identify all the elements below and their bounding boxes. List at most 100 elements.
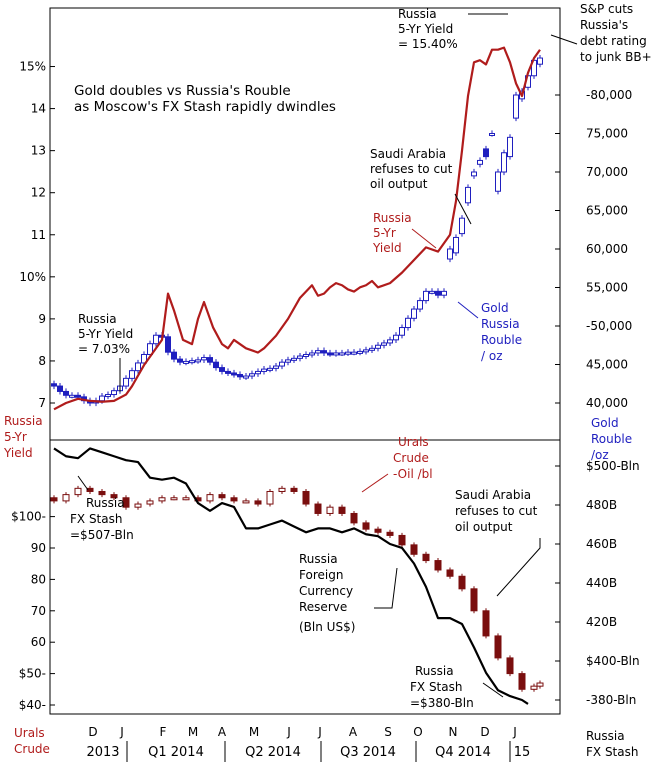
gold-candle-body bbox=[291, 357, 297, 361]
urals-candle-body bbox=[434, 560, 442, 571]
x-period-label: Q2 2014 bbox=[245, 745, 301, 760]
gold-candle-body bbox=[459, 217, 465, 235]
gold-candle-body bbox=[255, 370, 261, 375]
x-month-label: A bbox=[218, 725, 227, 739]
urals-candle-body bbox=[182, 497, 190, 501]
urals-candle-body bbox=[494, 635, 502, 659]
left-axis-label-top-1: Russia bbox=[4, 414, 43, 428]
bottom-left-tick-label: 70 bbox=[31, 604, 46, 618]
gold-candle-body bbox=[321, 350, 327, 354]
annotation-saudi-bottom-line-2: refuses to cut bbox=[455, 504, 538, 518]
annotation-yield-15-line-3: = 15.40% bbox=[398, 37, 458, 51]
gold-candle-body bbox=[171, 351, 177, 360]
annotation-fx-507-line-2: FX Stash bbox=[70, 512, 122, 526]
gold-candle-body bbox=[105, 394, 111, 398]
gold-candle-body bbox=[369, 347, 375, 351]
gold-candle-body bbox=[201, 357, 207, 361]
annotation-gold-pointer bbox=[457, 301, 479, 319]
urals-candle-body bbox=[278, 487, 286, 492]
gold-candle-body bbox=[417, 300, 423, 310]
gold-candle-body bbox=[231, 372, 237, 376]
gold-candle-body bbox=[309, 352, 315, 356]
gold-candle-body bbox=[261, 368, 267, 372]
bottom-right-tick-label: 480B bbox=[586, 498, 617, 512]
x-month-label: O bbox=[413, 725, 422, 739]
annotation-gold-line-2: Russia bbox=[481, 317, 520, 331]
gold-candle-body bbox=[273, 365, 279, 369]
annotation-yield-label-line-2: 5-Yr bbox=[373, 226, 396, 240]
x-month-label: D bbox=[480, 725, 489, 739]
urals-candle-body bbox=[218, 494, 226, 499]
annotation-reserve-line-2: Foreign bbox=[299, 568, 343, 582]
gold-candle-body bbox=[333, 352, 339, 356]
urals-candle-body bbox=[482, 610, 490, 637]
top-right-tick-label: 70,000 bbox=[586, 165, 628, 179]
annotation-fx-380-line-2: FX Stash bbox=[410, 680, 462, 694]
annotation-yield-label-line-3: Yield bbox=[372, 241, 402, 255]
gold-candle-body bbox=[243, 375, 249, 379]
gold-candle-body bbox=[387, 339, 393, 344]
annotation-fx-380-pointer bbox=[482, 682, 504, 698]
urals-candle-body bbox=[242, 500, 250, 504]
gold-candle-body bbox=[267, 367, 273, 371]
gold-candle-body bbox=[381, 342, 387, 346]
urals-candle-body bbox=[530, 685, 538, 690]
left-axis-label-top-3: Yield bbox=[3, 446, 33, 460]
gold-candle-body bbox=[303, 353, 309, 357]
gold-candle-body bbox=[249, 373, 255, 377]
gold-candle-body bbox=[189, 360, 195, 364]
annotation-urals-pointer bbox=[361, 473, 389, 493]
annotation-saudi-top-line-3: oil output bbox=[370, 177, 428, 191]
urals-candle-body bbox=[158, 497, 166, 502]
annotation-saudi-top-pointer bbox=[454, 193, 472, 225]
gold-candle-body bbox=[429, 290, 435, 294]
urals-candle-body bbox=[398, 534, 406, 546]
urals-candle-body bbox=[206, 494, 214, 502]
top-left-tick-label: 10% bbox=[19, 270, 46, 284]
bottom-panel-frame bbox=[49, 439, 561, 715]
annotation-reserve-line-3: Currency bbox=[299, 584, 353, 598]
urals-candle-body bbox=[506, 657, 514, 675]
urals-candle-body bbox=[410, 544, 418, 555]
urals-candle-body bbox=[338, 506, 346, 514]
gold-candle-body bbox=[69, 394, 75, 398]
top-left-tick-label: 15% bbox=[19, 60, 46, 74]
gold-candle-body bbox=[339, 352, 345, 356]
top-right-tick-label: 55,000 bbox=[586, 281, 628, 295]
annotation-reserve-line-4: Reserve bbox=[299, 600, 347, 614]
fx-reserve-line bbox=[53, 447, 529, 705]
gold-candle-body bbox=[63, 390, 69, 396]
gold-candle-body bbox=[327, 352, 333, 356]
annotation-yield-15-line-2: 5-Yr Yield bbox=[398, 22, 453, 36]
gold-candle-body bbox=[111, 390, 117, 396]
x-month-label: M bbox=[188, 725, 198, 739]
gold-candle-body bbox=[537, 57, 543, 65]
x-period-label: Q3 2014 bbox=[340, 745, 396, 760]
urals-candle-body bbox=[146, 500, 154, 505]
right-axis-label-top-3: /oz bbox=[591, 448, 609, 462]
gold-candle-body bbox=[411, 308, 417, 319]
gold-candle-body bbox=[435, 290, 441, 296]
urals-candle-body bbox=[62, 494, 70, 502]
gold-candle-body bbox=[513, 94, 519, 119]
urals-crude-candles bbox=[50, 485, 544, 692]
top-right-tick-label: -50,000 bbox=[586, 319, 632, 333]
gold-candle-body bbox=[465, 186, 471, 204]
top-right-tick-label: 45,000 bbox=[586, 358, 628, 372]
x-month-label: J bbox=[317, 725, 322, 739]
top-right-tick-label: 60,000 bbox=[586, 242, 628, 256]
gold-candle-body bbox=[399, 327, 405, 336]
x-month-label: S bbox=[384, 725, 392, 739]
urals-candle-body bbox=[302, 490, 310, 505]
bottom-left-tick-label: $40- bbox=[19, 698, 46, 712]
gold-candle-body bbox=[207, 357, 213, 363]
left-axis-label-bottom-1: Urals bbox=[14, 726, 45, 740]
annotation-fx-507-pointer bbox=[77, 475, 89, 491]
annotation-saudi-bottom-pointer bbox=[496, 538, 541, 597]
annotation-yield-15-line-1: Russia bbox=[398, 7, 437, 21]
right-axis-label-bottom-1: Russia bbox=[586, 729, 625, 743]
gold-candle-body bbox=[441, 290, 447, 296]
urals-candle-body bbox=[110, 494, 118, 499]
urals-candle-body bbox=[230, 497, 238, 502]
